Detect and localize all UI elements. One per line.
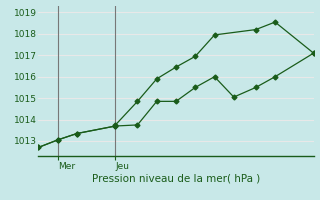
X-axis label: Pression niveau de la mer( hPa ): Pression niveau de la mer( hPa ) xyxy=(92,173,260,183)
